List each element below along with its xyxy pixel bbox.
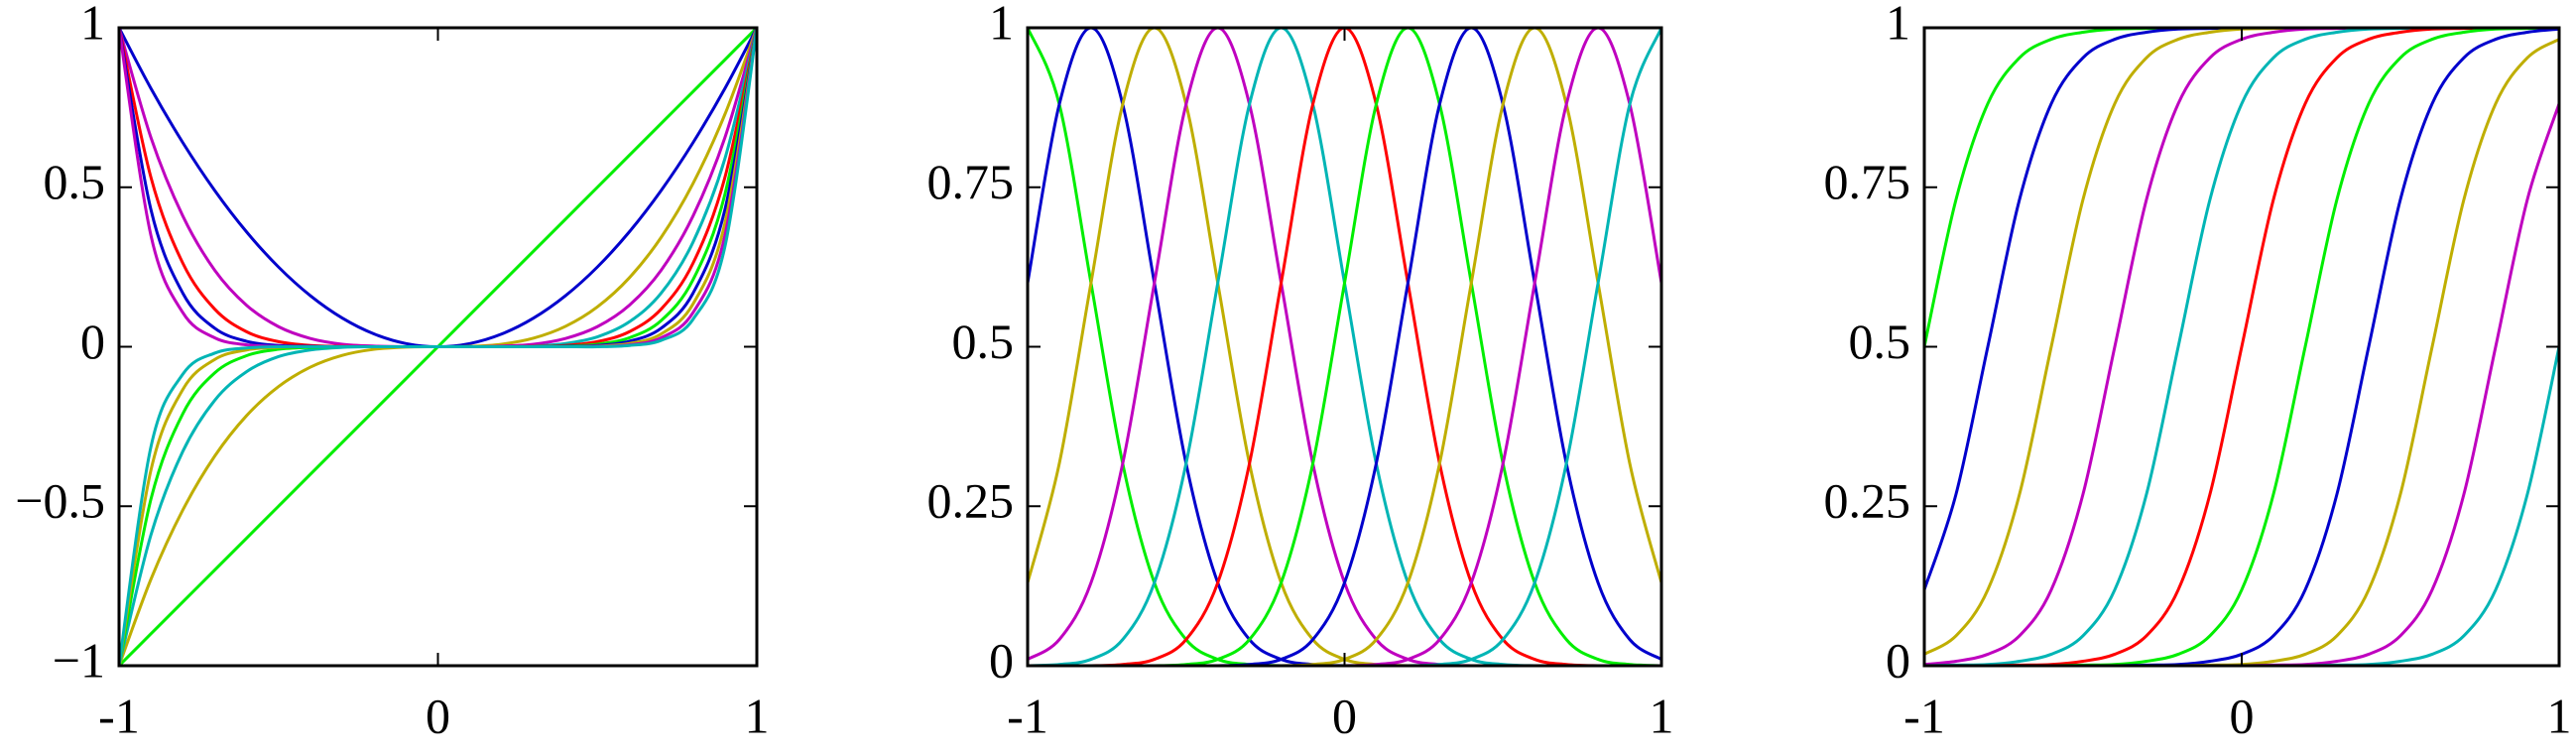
data-line <box>1924 346 2559 666</box>
data-line <box>1924 28 2559 666</box>
y-tick-label: 0.25 <box>1824 473 1911 529</box>
plot-lines <box>1028 28 1661 666</box>
data-line <box>1028 28 1661 666</box>
data-line <box>1028 28 1661 666</box>
x-tick-label: 0 <box>1332 688 1357 743</box>
data-line <box>1924 103 2559 666</box>
x-tick-label: 1 <box>1650 688 1674 743</box>
chart-panel: 00.250.50.751-1 0 1 <box>1824 0 2572 743</box>
x-tick-label: 1 <box>2547 688 2572 743</box>
data-line <box>1028 28 1661 666</box>
data-line <box>1924 28 2559 666</box>
y-tick-label: −0.5 <box>15 473 105 529</box>
data-line <box>1924 28 2559 666</box>
data-line <box>1924 38 2559 666</box>
y-tick-label: 0.75 <box>1824 154 1911 209</box>
data-line <box>1924 28 2559 656</box>
plot-lines <box>1924 28 2559 666</box>
data-line <box>119 28 757 349</box>
x-tick-label: 0 <box>426 688 450 743</box>
data-line <box>119 28 757 666</box>
data-line <box>119 28 757 349</box>
chart-panel: 00.250.50.751-1 0 1 <box>927 0 1674 743</box>
y-tick-label: 1 <box>989 0 1014 50</box>
y-tick-label: 0 <box>1886 632 1910 688</box>
x-tick-label: -1 <box>98 688 140 743</box>
data-line <box>1924 28 2559 347</box>
y-tick-label: 0.5 <box>1849 314 1911 369</box>
y-tick-label: 1 <box>80 0 105 50</box>
y-tick-label: 0.75 <box>927 154 1015 209</box>
data-line <box>119 28 757 349</box>
data-line <box>119 28 757 349</box>
x-tick-label: -1 <box>1007 688 1048 743</box>
y-tick-label: 1 <box>1886 0 1910 50</box>
y-tick-label: 0.5 <box>44 154 106 209</box>
y-tick-label: 0 <box>80 314 105 369</box>
data-line <box>1028 28 1661 666</box>
x-tick-label: 1 <box>745 688 770 743</box>
data-line <box>1924 28 2559 666</box>
data-line <box>1924 28 2559 666</box>
chart-panel: −1 −0.5 0 0.5 1 -1 0 1 <box>15 0 769 743</box>
y-tick-label: 0.5 <box>952 314 1015 369</box>
data-line <box>1028 28 1661 666</box>
data-line <box>1028 28 1661 666</box>
data-line <box>119 28 757 349</box>
data-line <box>1924 28 2559 590</box>
y-tick-label: 0.25 <box>927 473 1015 529</box>
data-line <box>1028 28 1661 666</box>
data-line <box>1028 28 1661 666</box>
data-line <box>1028 28 1661 666</box>
data-line <box>1028 28 1661 666</box>
x-tick-label: 0 <box>2230 688 2255 743</box>
y-tick-label: 0 <box>989 632 1014 688</box>
data-line <box>1028 28 1661 666</box>
plot-lines <box>119 28 757 666</box>
y-tick-label: −1 <box>53 632 105 688</box>
x-tick-label: -1 <box>1903 688 1945 743</box>
axes-box <box>1026 26 1663 668</box>
